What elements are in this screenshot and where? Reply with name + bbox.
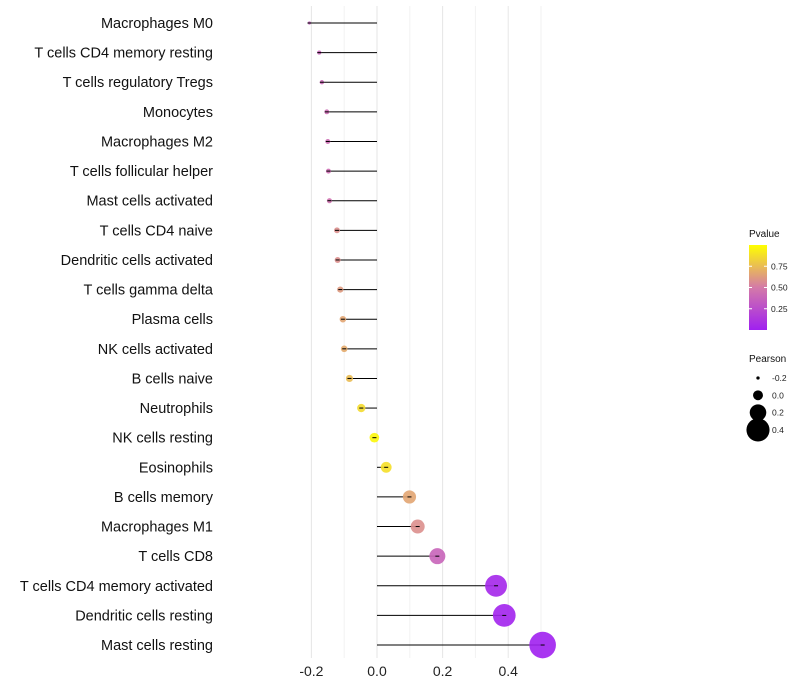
y-axis-label: NK cells resting (112, 431, 213, 447)
y-axis-labels: Macrophages M0 T cells CD4 memory resting… (20, 16, 214, 654)
y-axis-label: B cells memory (114, 490, 214, 506)
y-axis-label: T cells CD4 memory activated (20, 579, 213, 595)
colorbar-tick-label: 0.25 (771, 304, 788, 314)
y-axis-label: Macrophages M1 (101, 520, 213, 536)
pearson-legend: Pearson -0.2 0.0 0.2 0.4 (746, 354, 787, 442)
y-axis-label: T cells follicular helper (70, 164, 213, 180)
size-legend-label: 0.4 (772, 425, 784, 435)
pearson-legend-title: Pearson (749, 354, 786, 365)
y-axis-label: Mast cells resting (101, 638, 213, 654)
y-axis-label: T cells CD4 naive (100, 223, 213, 239)
y-axis-label: Mast cells activated (86, 194, 213, 210)
y-axis-label: T cells CD8 (138, 549, 213, 565)
y-axis-label: Macrophages M0 (101, 16, 213, 32)
x-tick-label: -0.2 (299, 663, 323, 679)
lollipop-points (307, 21, 556, 659)
y-axis-label: Eosinophils (139, 460, 213, 476)
y-axis-label: Dendritic cells activated (61, 253, 213, 269)
y-axis-label: Dendritic cells resting (75, 608, 213, 624)
size-legend-label: 0.2 (772, 408, 784, 418)
y-axis-label: T cells CD4 memory resting (34, 46, 213, 62)
size-legend-key (746, 418, 770, 442)
size-legend-label: 0.0 (772, 390, 784, 400)
y-axis-label: T cells regulatory Tregs (63, 75, 213, 91)
grid-lines (310, 6, 542, 658)
y-axis-label: T cells gamma delta (84, 283, 214, 299)
pvalue-legend-title: Pvalue (749, 229, 780, 240)
size-legend-key (756, 376, 760, 380)
colorbar-tick-label: 0.75 (771, 261, 788, 271)
y-axis-label: NK cells activated (98, 342, 213, 358)
y-axis-label: Plasma cells (132, 312, 213, 328)
x-axis-ticks: -0.2 0.0 0.2 0.4 (299, 663, 518, 679)
x-tick-label: 0.2 (433, 663, 453, 679)
pvalue-colorbar (749, 245, 767, 330)
x-tick-label: 0.0 (367, 663, 387, 679)
y-axis-label: Monocytes (143, 105, 213, 121)
colorbar-tick-label: 0.50 (771, 283, 788, 293)
y-axis-label: Neutrophils (140, 401, 213, 417)
x-tick-label: 0.4 (498, 663, 518, 679)
pvalue-legend: Pvalue 0.75 0.50 0.25 (749, 229, 788, 330)
size-legend-key (753, 390, 763, 401)
size-legend-key (749, 404, 767, 421)
size-legend-label: -0.2 (772, 373, 787, 383)
y-axis-label: B cells naive (132, 371, 213, 387)
y-axis-label: Macrophages M2 (101, 134, 213, 150)
